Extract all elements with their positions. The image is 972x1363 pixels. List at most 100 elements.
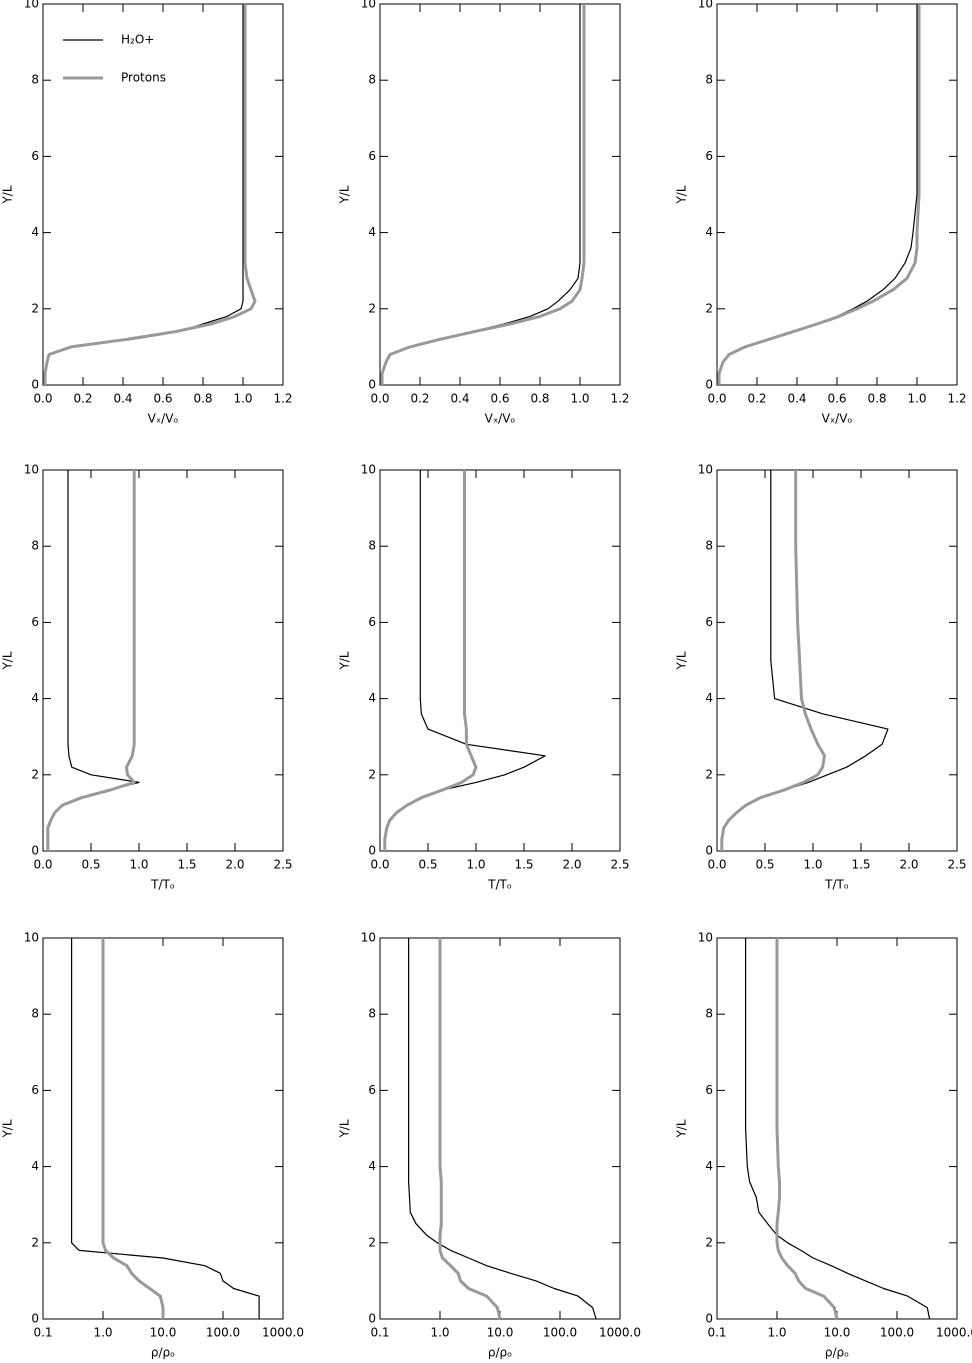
x-axis-label: ρ/ρₒ — [488, 1346, 512, 1360]
y-tick-label: 8 — [31, 1007, 39, 1021]
y-tick-label: 8 — [31, 539, 39, 553]
panel: 0.0 0.2 0.4 0.6 0.8 1.0 1.2 0 2 4 6 8 10 Vₓ/Vₒ Y/L — [338, 0, 630, 426]
y-tick-label: 8 — [368, 539, 376, 553]
y-tick-label: 8 — [705, 1007, 713, 1021]
x-tick-label: 1.2 — [947, 392, 966, 406]
panel: 0.0 0.5 1.0 1.5 2.0 2.5 0 2 4 6 8 10 T/Tₒ Y/L — [1, 463, 293, 892]
x-axis-label: Vₓ/Vₒ — [822, 412, 853, 426]
series-line — [745, 938, 931, 1320]
plot-frame — [716, 937, 958, 1320]
y-tick-label: 0 — [31, 378, 39, 392]
series-line — [720, 470, 826, 851]
y-tick-label: 4 — [368, 225, 376, 239]
y-tick-label: 8 — [705, 539, 713, 553]
y-tick-label: 4 — [705, 691, 713, 705]
series-line — [718, 4, 918, 385]
plot-frame — [42, 3, 284, 386]
x-tick-label: 1.0 — [907, 392, 926, 406]
x-axis-label: T/Tₒ — [150, 878, 175, 892]
x-tick-label: 1.0 — [767, 1326, 786, 1340]
x-tick-label: 10.0 — [487, 1326, 514, 1340]
plot-frame — [42, 937, 284, 1320]
plot-frame — [716, 3, 958, 386]
panel: 0.1 1.0 10.0 100.0 1000.0 0 2 4 6 8 10 ρ/ρₒ Y/L — [675, 931, 972, 1360]
y-tick-label: 0 — [705, 844, 713, 858]
legend-label: H₂O+ — [121, 33, 154, 47]
x-axis-label: T/Tₒ — [487, 878, 512, 892]
panel: 0.0 0.2 0.4 0.6 0.8 1.0 1.2 0 2 4 6 8 10 Vₓ/Vₒ Y/L — [675, 0, 967, 426]
x-axis-label: ρ/ρₒ — [825, 1346, 849, 1360]
x-tick-label: 0.0 — [707, 392, 726, 406]
y-tick-label: 2 — [705, 1235, 713, 1249]
x-tick-label: 0.0 — [370, 858, 389, 872]
y-tick-label: 0 — [705, 1312, 713, 1326]
series-line — [717, 4, 921, 385]
y-tick-label: 2 — [705, 301, 713, 315]
x-axis-label: Vₓ/Vₒ — [148, 412, 179, 426]
y-tick-label: 6 — [368, 1083, 376, 1097]
y-tick-label: 10 — [361, 931, 376, 945]
y-tick-label: 2 — [31, 301, 39, 315]
x-tick-label: 0.2 — [747, 392, 766, 406]
x-tick-label: 1.0 — [233, 392, 252, 406]
panel: 0.1 1.0 10.0 100.0 1000.0 0 2 4 6 8 10 ρ/ρₒ Y/L — [1, 931, 305, 1360]
x-tick-label: 2.5 — [273, 858, 292, 872]
y-tick-label: 2 — [31, 1235, 39, 1249]
x-tick-label: 0.6 — [153, 392, 172, 406]
series-line — [775, 938, 839, 1320]
y-tick-label: 8 — [31, 73, 39, 87]
x-tick-label: 0.4 — [787, 392, 806, 406]
y-tick-label: 2 — [31, 767, 39, 781]
x-tick-label: 1.0 — [570, 392, 589, 406]
x-tick-label: 0.2 — [73, 392, 92, 406]
x-axis-label: T/Tₒ — [824, 878, 849, 892]
x-tick-label: 0.2 — [410, 392, 429, 406]
x-tick-label: 1000.0 — [262, 1326, 304, 1340]
x-tick-label: 10.0 — [824, 1326, 851, 1340]
x-tick-label: 1.2 — [273, 392, 292, 406]
y-tick-label: 0 — [31, 844, 39, 858]
panel: 0.0 0.5 1.0 1.5 2.0 2.5 0 2 4 6 8 10 T/Tₒ Y/L — [338, 463, 630, 892]
x-tick-label: 0.0 — [33, 392, 52, 406]
x-tick-label: 0.1 — [707, 1326, 726, 1340]
y-tick-label: 10 — [24, 931, 39, 945]
y-tick-label: 6 — [368, 615, 376, 629]
x-tick-label: 0.5 — [755, 858, 774, 872]
x-tick-label: 2.0 — [899, 858, 918, 872]
x-tick-label: 0.8 — [193, 392, 212, 406]
y-tick-label: 4 — [705, 1159, 713, 1173]
x-tick-label: 0.5 — [418, 858, 437, 872]
series-line — [43, 4, 257, 385]
y-tick-label: 10 — [24, 0, 39, 11]
x-tick-label: 0.0 — [707, 858, 726, 872]
x-tick-label: 100.0 — [880, 1326, 914, 1340]
y-tick-label: 2 — [705, 767, 713, 781]
y-tick-label: 4 — [368, 1159, 376, 1173]
x-axis-label: Vₓ/Vₒ — [485, 412, 516, 426]
x-tick-label: 100.0 — [543, 1326, 577, 1340]
x-tick-label: 0.0 — [33, 858, 52, 872]
y-tick-label: 2 — [368, 767, 376, 781]
series-line — [46, 470, 136, 851]
y-tick-label: 6 — [31, 615, 39, 629]
x-tick-label: 0.8 — [867, 392, 886, 406]
y-tick-label: 2 — [368, 301, 376, 315]
y-tick-label: 6 — [705, 149, 713, 163]
x-tick-label: 2.0 — [225, 858, 244, 872]
x-tick-label: 1.0 — [466, 858, 485, 872]
x-tick-label: 1.0 — [803, 858, 822, 872]
plot-frame — [379, 469, 621, 852]
y-axis-label: Y/L — [338, 1119, 352, 1138]
y-tick-label: 6 — [368, 149, 376, 163]
y-tick-label: 10 — [24, 463, 39, 477]
x-tick-label: 2.5 — [947, 858, 966, 872]
y-tick-label: 6 — [31, 149, 39, 163]
panel: 0.1 1.0 10.0 100.0 1000.0 0 2 4 6 8 10 ρ/ρₒ Y/L — [338, 931, 642, 1360]
y-tick-label: 4 — [368, 691, 376, 705]
y-tick-label: 4 — [705, 225, 713, 239]
y-axis-label: Y/L — [675, 651, 689, 670]
x-tick-label: 2.5 — [610, 858, 629, 872]
y-tick-label: 0 — [31, 1312, 39, 1326]
y-tick-label: 0 — [368, 844, 376, 858]
y-tick-label: 0 — [705, 378, 713, 392]
